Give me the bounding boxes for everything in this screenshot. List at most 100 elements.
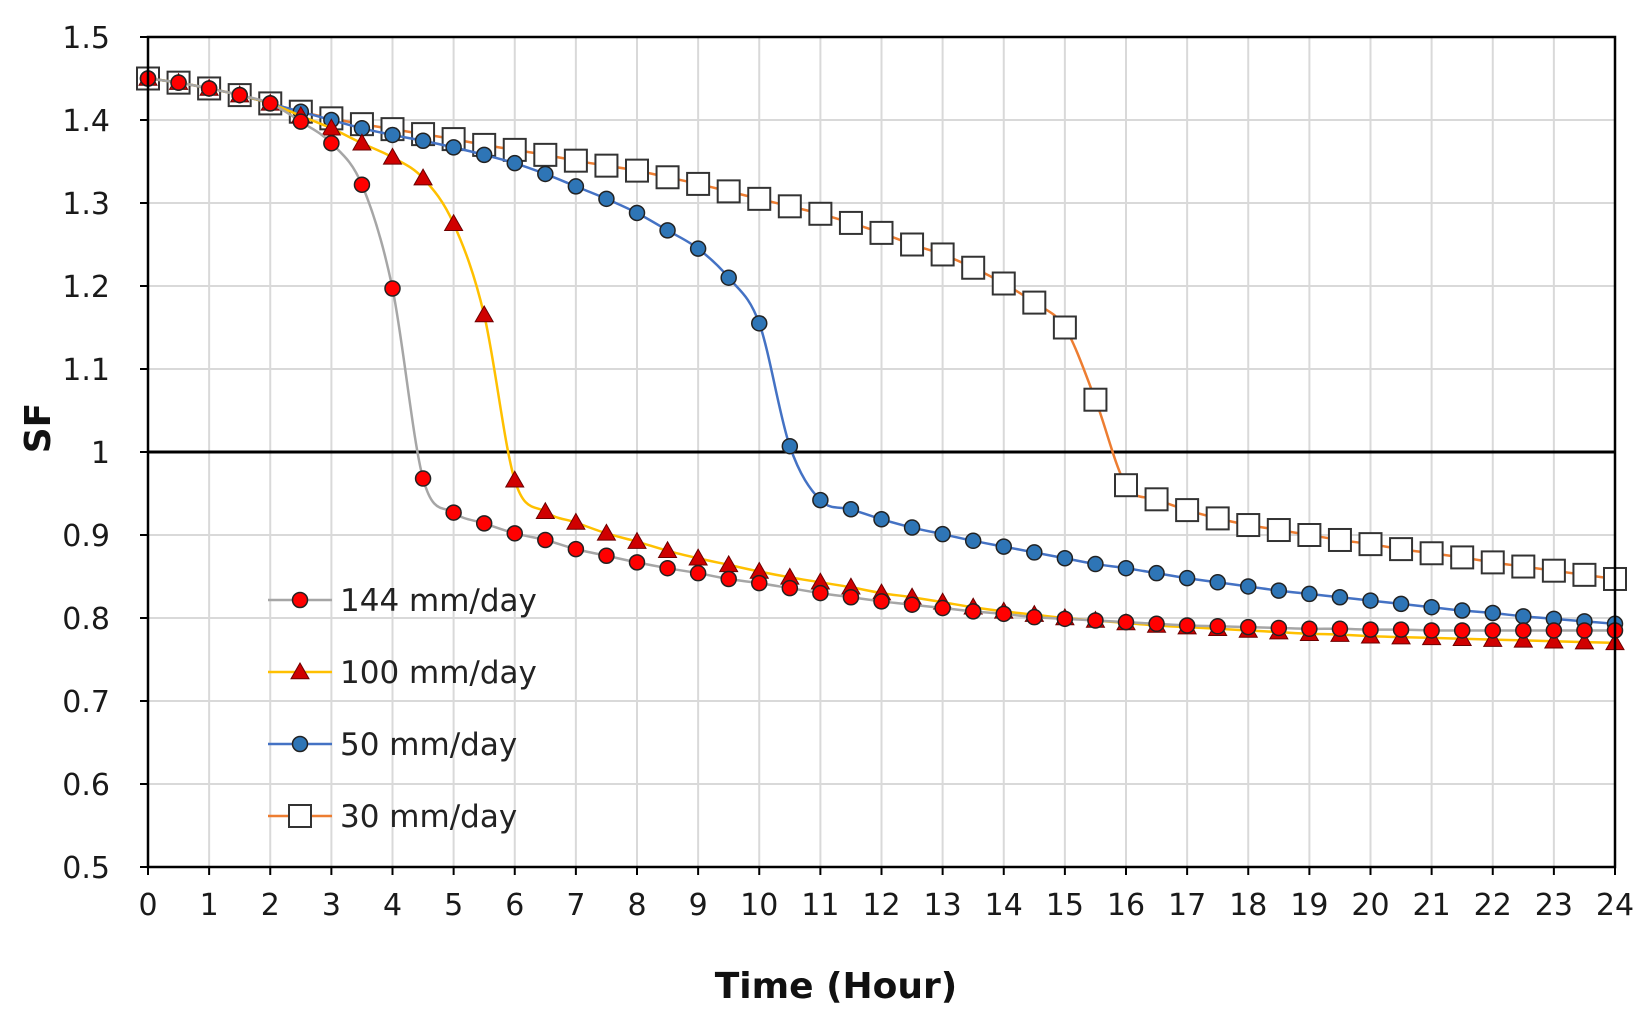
data-point <box>1117 559 1135 577</box>
legend-marker <box>291 591 309 609</box>
x-axis-title: Time (Hour) <box>715 966 958 1007</box>
x-tick-label: 17 <box>1168 888 1206 923</box>
data-point <box>995 538 1012 555</box>
data-point <box>475 146 493 164</box>
data-point <box>751 315 768 332</box>
data-point <box>1209 574 1226 591</box>
data-point <box>1327 527 1352 552</box>
data-point <box>504 470 525 488</box>
data-point <box>475 515 493 532</box>
x-tick-label: 19 <box>1290 888 1328 923</box>
data-point <box>903 596 921 613</box>
data-point <box>443 213 464 231</box>
data-point <box>873 510 890 528</box>
data-point <box>1541 558 1566 583</box>
data-point <box>1022 290 1047 315</box>
data-point <box>262 95 279 112</box>
data-point <box>628 204 646 222</box>
data-point <box>995 605 1012 623</box>
legend-item: 50 mm/day <box>268 727 517 763</box>
y-tick-label: 1 <box>91 436 110 471</box>
data-point <box>686 171 711 196</box>
data-point <box>1056 610 1074 628</box>
x-tick-label: 18 <box>1229 888 1267 923</box>
data-point <box>655 165 680 190</box>
data-point <box>720 269 737 286</box>
x-tick-label: 15 <box>1046 888 1084 923</box>
y-tick-label: 1.4 <box>62 104 110 139</box>
data-point <box>934 525 951 543</box>
data-point <box>352 133 372 151</box>
data-point <box>1358 532 1383 557</box>
y-axis-title: SF <box>18 403 59 454</box>
data-point <box>1205 506 1230 531</box>
legend-label: 30 mm/day <box>340 799 517 835</box>
axis-ticks: 0 1 2 3 4 5 6 7 8 9 10 11 12 13 14 15 16 17 18 19 20 21 22 23 24… <box>62 21 1634 923</box>
data-point <box>170 74 187 91</box>
x-tick-label: 9 <box>689 888 708 923</box>
data-point <box>1389 537 1414 562</box>
data-point <box>961 255 986 280</box>
data-point <box>596 523 617 541</box>
data-point <box>1178 617 1196 634</box>
legend-item: 30 mm/day <box>268 799 517 835</box>
data-point <box>382 147 403 165</box>
data-point <box>414 132 432 149</box>
data-point <box>1484 622 1501 639</box>
y-tick-label: 0.6 <box>62 768 110 803</box>
data-point <box>1144 487 1169 512</box>
data-point <box>812 491 829 509</box>
data-point <box>625 158 649 183</box>
data-point <box>537 165 554 183</box>
y-tick-label: 1.5 <box>62 21 110 56</box>
data-point <box>1301 620 1318 638</box>
data-point <box>353 176 371 193</box>
x-tick-label: 5 <box>444 888 463 923</box>
x-tick-label: 4 <box>383 888 402 923</box>
data-point <box>1362 621 1379 638</box>
data-point <box>1574 632 1595 650</box>
data-point <box>384 126 401 144</box>
data-point <box>566 512 586 530</box>
data-point <box>445 139 462 156</box>
data-point <box>900 232 925 257</box>
data-point <box>1266 518 1291 543</box>
legend-marker <box>288 804 312 828</box>
data-point <box>200 80 218 97</box>
data-point <box>842 589 860 606</box>
data-point <box>567 178 585 195</box>
data-point <box>1331 620 1349 638</box>
series-group <box>136 66 1627 651</box>
data-point <box>838 210 863 235</box>
data-point <box>628 554 646 571</box>
data-point <box>659 559 676 577</box>
legend-label: 144 mm/day <box>340 583 537 619</box>
legend-item: 100 mm/day <box>268 655 537 691</box>
x-tick-label: 8 <box>627 888 646 923</box>
data-point <box>1513 630 1534 648</box>
data-point <box>1240 578 1257 595</box>
data-point <box>1052 315 1077 340</box>
y-tick-label: 0.9 <box>62 519 110 554</box>
data-point <box>1423 622 1440 639</box>
x-tick-label: 2 <box>261 888 280 923</box>
data-point <box>781 437 799 455</box>
data-point <box>506 154 523 172</box>
data-point <box>964 532 982 550</box>
data-point <box>812 584 829 602</box>
data-point <box>1572 562 1597 587</box>
data-point <box>934 599 951 617</box>
data-point <box>563 148 588 173</box>
data-point <box>873 593 890 610</box>
y-tick-label: 1.1 <box>62 353 110 388</box>
data-point <box>1545 622 1563 639</box>
data-point <box>689 240 707 257</box>
data-point <box>1175 498 1200 523</box>
data-point <box>1117 613 1135 631</box>
legend-item: 144 mm/day <box>268 583 537 619</box>
data-point <box>1026 544 1043 561</box>
legend-marker <box>290 661 310 680</box>
data-point <box>413 168 433 186</box>
data-point <box>1083 387 1108 412</box>
